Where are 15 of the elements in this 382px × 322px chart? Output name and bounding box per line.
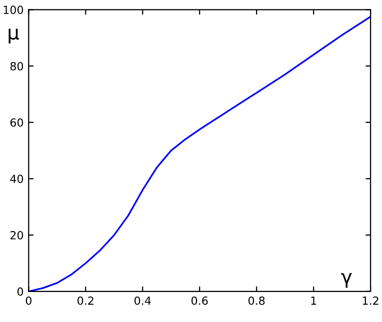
- x-tick-label: 1: [311, 296, 316, 305]
- x-tick-label: 1.2: [362, 296, 378, 305]
- y-tick-label: 20: [10, 231, 24, 240]
- x-tick-label: 0.4: [134, 296, 151, 305]
- x-tick-label: 0.8: [248, 296, 265, 305]
- y-tick-label: 60: [10, 118, 24, 127]
- x-tick-label: 0.6: [191, 296, 208, 305]
- y-tick-label: 0: [17, 287, 24, 296]
- y-tick-label: 80: [10, 62, 24, 70]
- y-tick-label: 100: [4, 6, 24, 14]
- y-axis-title: μ: [8, 28, 19, 44]
- x-tick-label: 0.2: [78, 296, 94, 305]
- x-axis-title: γ: [341, 273, 352, 288]
- x-tick-label: 0: [26, 296, 32, 305]
- y-tick-label: 40: [10, 174, 24, 184]
